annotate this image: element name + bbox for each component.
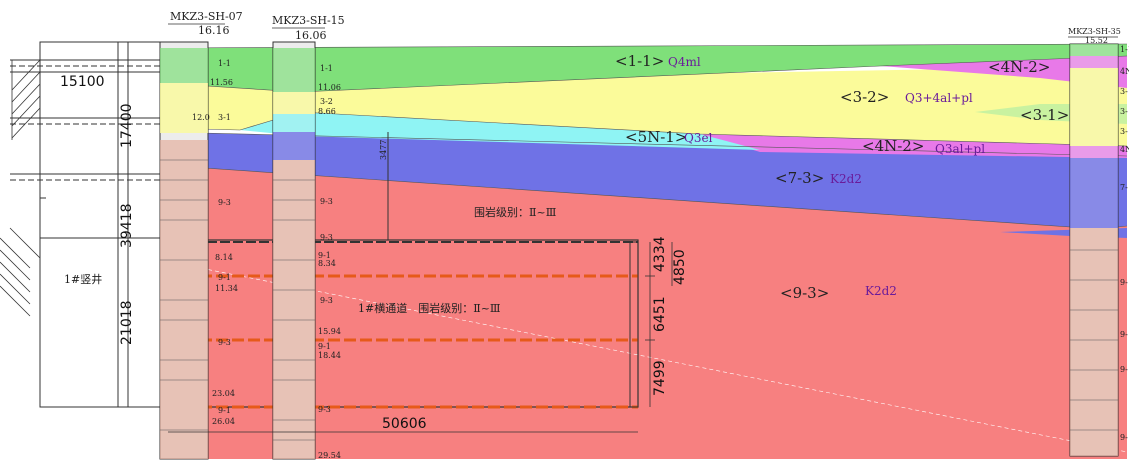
borehole-15-labels: 1-1 11.06 3-2 8.66 9-3 9-3 9-1 8.34 9-3 … bbox=[318, 64, 341, 460]
borehole-35-id: MKZ3-SH-35 bbox=[1068, 27, 1121, 36]
layer-1-1-symbol: Q4ml bbox=[668, 55, 701, 69]
dim-7499: 7499 bbox=[652, 360, 668, 396]
b07-label: 23.04 bbox=[212, 389, 235, 398]
borehole-07-elev: 16.16 bbox=[198, 24, 230, 37]
b07-label: 3-1 bbox=[218, 113, 231, 122]
rock-grade-label: 围岩级别：Ⅱ~Ⅲ bbox=[474, 205, 556, 219]
layer-7-3-symbol: K2d2 bbox=[830, 172, 862, 186]
layer-4n-2-top-label: <4N-2> bbox=[988, 58, 1050, 76]
b35-label: 7- bbox=[1120, 183, 1128, 192]
b35-label: 9- bbox=[1120, 330, 1128, 339]
b15-label: 9-1 bbox=[318, 251, 331, 260]
cross-passage bbox=[167, 132, 639, 409]
passage-label: 1#横通道 围岩级别：Ⅱ~Ⅲ bbox=[358, 301, 501, 315]
borehole-hatch-lines bbox=[160, 159, 1118, 441]
dim-4334: 4334 bbox=[652, 236, 668, 272]
dim-15100: 15100 bbox=[60, 74, 105, 90]
b15-label: 9-3 bbox=[320, 233, 333, 242]
dim-21018: 21018 bbox=[119, 300, 135, 345]
b15-label: 8.66 bbox=[318, 107, 336, 116]
b07-label: 26.04 bbox=[212, 417, 235, 426]
b15-label: 9-1 bbox=[318, 342, 331, 351]
b15-label: 18.44 bbox=[318, 351, 341, 360]
borehole-patterns bbox=[160, 44, 1118, 459]
b35-label: 9- bbox=[1120, 433, 1128, 442]
b35-label: 9- bbox=[1120, 365, 1128, 374]
dim-50606: 50606 bbox=[382, 416, 427, 432]
layer-3-2-label: <3-2> bbox=[840, 88, 889, 106]
borehole-07-id: MKZ3-SH-07 bbox=[170, 10, 243, 23]
b15-label: 3-2 bbox=[320, 97, 333, 106]
layer-1-1-label: <1-1> bbox=[615, 52, 664, 70]
shaft-hatching bbox=[0, 59, 41, 317]
layer-7-3 bbox=[160, 132, 1127, 229]
borehole-15-elev: 16.06 bbox=[295, 29, 327, 42]
layer-4n-2 bbox=[700, 134, 1127, 158]
b07-label: 9-1 bbox=[218, 406, 231, 415]
dim-3477: 3477 bbox=[379, 140, 388, 160]
layer-7-3-label: <7-3> bbox=[775, 169, 824, 187]
layer-3-2-symbol: Q3+4al+pl bbox=[905, 91, 973, 105]
b07-label: 12.0 bbox=[192, 113, 210, 122]
b07-label: 11.34 bbox=[215, 284, 238, 293]
layer-4n-2-label: <4N-2> bbox=[862, 137, 924, 155]
dimensions: 15100 17400 39418 21018 4334 4850 6451 7… bbox=[60, 74, 688, 433]
layer-4n-2-top bbox=[880, 56, 1127, 88]
shaft-structure bbox=[10, 41, 161, 408]
b15-label: 1-1 bbox=[320, 64, 333, 73]
dim-39418: 39418 bbox=[119, 203, 135, 248]
b15-label: 15.94 bbox=[318, 327, 341, 336]
b15-label: 11.06 bbox=[318, 83, 341, 92]
b07-label: 9-1 bbox=[218, 273, 231, 282]
b07-label: 1-1 bbox=[218, 59, 231, 68]
borehole-headers: MKZ3-SH-07 16.16 MKZ3-SH-15 16.06 MKZ3-S… bbox=[168, 10, 1121, 45]
borehole-15-id: MKZ3-SH-15 bbox=[272, 14, 345, 27]
b35-label: 4N bbox=[1120, 145, 1129, 154]
layer-9-3-label: <9-3> bbox=[780, 284, 829, 302]
b35-label: 4N bbox=[1120, 67, 1129, 76]
dim-17400: 17400 bbox=[119, 103, 135, 148]
b15-label: 8.34 bbox=[318, 259, 336, 268]
layer-3-1-label: <3-1> bbox=[1020, 106, 1069, 124]
b15-label: 29.54 bbox=[318, 451, 341, 460]
b07-label: 11.56 bbox=[210, 78, 233, 87]
b07-label: 8.14 bbox=[215, 253, 233, 262]
layer-4n-2-symbol: Q3al+pl bbox=[935, 142, 985, 156]
b35-label: 3- bbox=[1120, 87, 1128, 96]
b35-label: 9- bbox=[1120, 278, 1128, 287]
layer-5n-1-label: <5N-1> bbox=[625, 128, 687, 146]
borehole-07-labels: 1-1 11.56 3-1 12.0 9-3 8.14 9-1 11.34 9-… bbox=[192, 59, 238, 426]
dim-6451: 6451 bbox=[652, 296, 668, 332]
shaft-label: 1#竖井 bbox=[64, 272, 102, 286]
layer-9-3-symbol: K2d2 bbox=[865, 284, 897, 298]
borehole-35-labels: 1-1 4N 3- 3- 3- 4N 7- 9- 9- 9- 9- bbox=[1120, 45, 1129, 442]
borehole-35-elev: 15.52 bbox=[1085, 36, 1108, 45]
b35-label: 3- bbox=[1120, 107, 1128, 116]
layer-9-3 bbox=[160, 148, 1127, 459]
b35-label: 3- bbox=[1120, 127, 1128, 136]
b07-label: 9-3 bbox=[218, 198, 231, 207]
b07-label: 9-3 bbox=[218, 338, 231, 347]
layer-5n-1 bbox=[240, 112, 760, 150]
layer-1-1 bbox=[160, 44, 1127, 92]
layer-labels: <1-1> Q4ml <4N-2> <3-2> Q3+4al+pl <3-1> … bbox=[615, 52, 1069, 302]
dim-4850: 4850 bbox=[672, 249, 688, 285]
b15-label: 9-3 bbox=[320, 296, 333, 305]
b15-label: 9-3 bbox=[320, 197, 333, 206]
b35-label: 1-1 bbox=[1120, 45, 1129, 54]
layer-5n-1-symbol: Q3el bbox=[684, 131, 713, 145]
b15-label: 9-3 bbox=[318, 405, 331, 414]
